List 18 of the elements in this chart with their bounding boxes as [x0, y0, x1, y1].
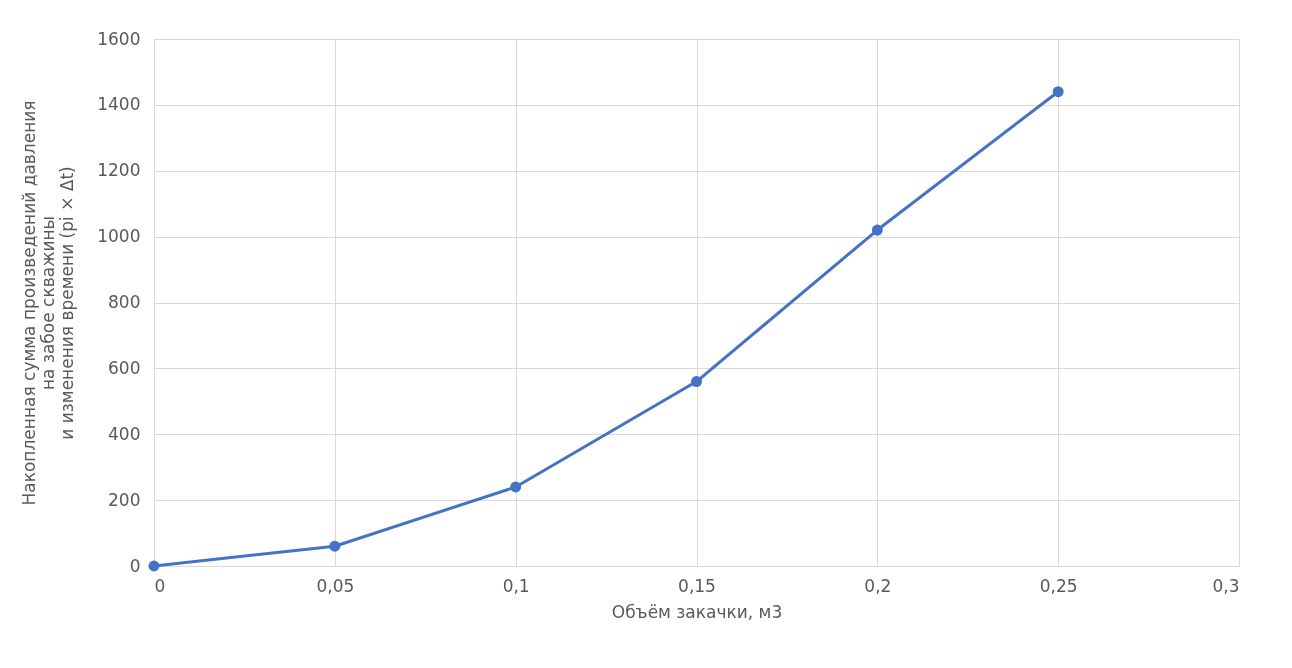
x-axis-title: Объём закачки, м3 — [611, 601, 783, 622]
y-tick-label: 0 — [129, 555, 141, 576]
x-tick-label: 0,05 — [316, 575, 355, 596]
x-tick-label: 0,3 — [1212, 575, 1240, 596]
y-tick-label: 1600 — [97, 28, 141, 49]
x-tick-label: 0 — [154, 575, 166, 596]
y-tick-label: 1400 — [97, 94, 141, 115]
y-tick-label: 600 — [108, 357, 141, 378]
x-tick-label: 0,15 — [678, 575, 716, 596]
y-tick-label: 800 — [108, 292, 141, 312]
x-tick-label: 0,25 — [1039, 575, 1078, 596]
y-tick-label: 400 — [108, 423, 141, 444]
y-axis-title: Накопленная сумма произведений давления на забое скважины и изменения времени (pi × Δt) — [19, 100, 78, 506]
x-tick-label: 0,2 — [864, 575, 892, 596]
y-tick-label: 1200 — [97, 160, 141, 181]
x-tick-label: 0,1 — [502, 575, 530, 596]
y-tick-label: 200 — [108, 489, 141, 510]
y-tick-label: 1000 — [97, 226, 141, 247]
